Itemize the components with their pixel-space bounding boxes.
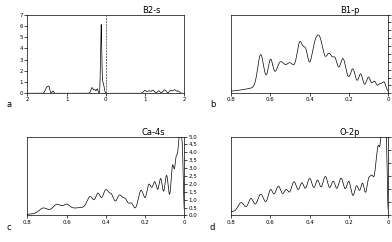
Text: c: c [6,223,11,232]
Text: B2-s: B2-s [142,6,161,15]
Text: Ca-4s: Ca-4s [142,128,165,137]
Text: a: a [6,100,11,109]
Text: B1-p: B1-p [340,6,360,15]
Text: d: d [210,223,215,232]
Text: O-2p: O-2p [339,128,360,137]
Text: b: b [210,100,215,109]
